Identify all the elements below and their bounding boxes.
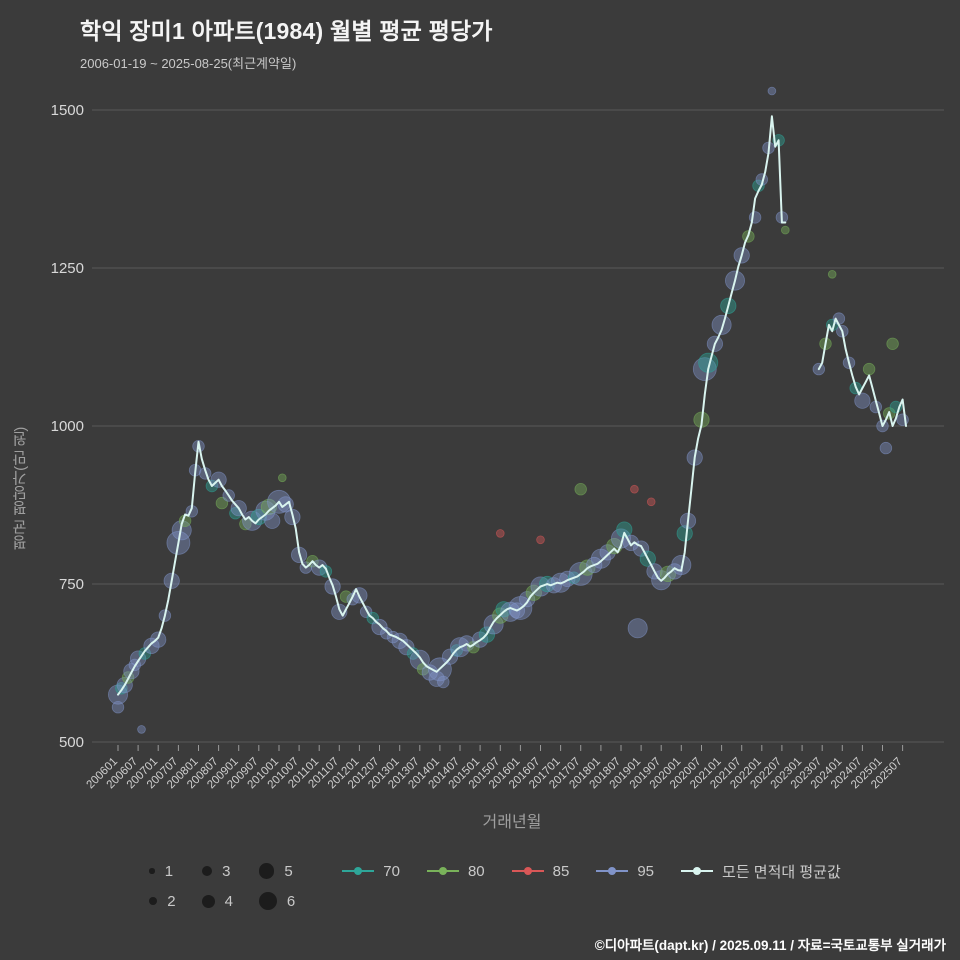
bubble xyxy=(574,483,587,496)
y-tick-label: 1250 xyxy=(51,260,84,277)
size-label: 2 xyxy=(167,892,176,910)
bubble xyxy=(827,269,837,279)
x-axis-title: 거래년월 xyxy=(482,814,542,831)
bubble xyxy=(630,484,639,494)
legend-series: 70 80 85 95 모든 면적대 평균값 xyxy=(341,856,841,886)
series-marker-icon xyxy=(511,867,544,875)
size-dot-icon xyxy=(201,894,215,908)
series-label: 모든 면적대 평균값 xyxy=(722,863,841,881)
legend-size-item-5[interactable]: 5 xyxy=(258,862,295,880)
bubble xyxy=(495,529,505,538)
bubble xyxy=(671,555,692,576)
legend-series-item-70[interactable]: 70 xyxy=(341,863,400,880)
series-marker-icon xyxy=(596,867,629,875)
bubble xyxy=(676,525,693,542)
bubble xyxy=(862,362,876,376)
bubble xyxy=(711,314,732,335)
date-range-subtitle: 2006-01-19 ~ 2025-08-25(최근계약일) xyxy=(80,56,297,71)
legend-size-item-6[interactable]: 6 xyxy=(258,892,296,910)
bubble xyxy=(380,627,393,640)
y-tick-labels: 500 750 1000 1250 1500 xyxy=(51,102,84,751)
series-label: 85 xyxy=(552,862,570,880)
bubble xyxy=(250,508,267,526)
size-dot-icon xyxy=(258,892,277,910)
y-tick-label: 750 xyxy=(59,576,84,593)
price-chart: 500 750 1000 1250 1500 2006012006072007012007… xyxy=(51,86,944,791)
x-axis-ticks: 2006012006072007012007072008012008072009… xyxy=(85,745,905,791)
series-label: 80 xyxy=(467,862,485,880)
bubble xyxy=(646,497,656,507)
size-dot-icon xyxy=(149,897,158,905)
average-line xyxy=(117,115,907,696)
bubble xyxy=(150,631,167,648)
legend-size-item-4[interactable]: 4 xyxy=(201,892,233,910)
series-marker-icon xyxy=(681,867,714,875)
size-dot-icon xyxy=(201,865,213,877)
bubble xyxy=(264,512,281,529)
scatter-bubbles xyxy=(108,86,909,734)
bubble xyxy=(780,225,790,235)
bubble xyxy=(437,675,450,689)
bubble xyxy=(171,520,192,541)
bubble xyxy=(143,637,160,655)
bubble xyxy=(421,664,438,681)
size-label: 1 xyxy=(164,862,174,880)
bubble xyxy=(627,618,648,639)
series-marker-icon xyxy=(426,867,459,875)
y-axis-title: 평균 평당가(만 원) xyxy=(12,426,29,550)
bubble xyxy=(536,535,545,545)
legend-size-item-2[interactable]: 2 xyxy=(149,892,176,910)
bubble xyxy=(398,639,415,656)
size-label: 3 xyxy=(222,862,231,880)
size-label: 6 xyxy=(286,892,296,910)
y-tick-label: 500 xyxy=(59,734,84,751)
bubble xyxy=(111,701,125,714)
bubble xyxy=(616,521,633,538)
bubble xyxy=(277,473,287,483)
legend-series-item-모든 면적대 평균값[interactable]: 모든 면적대 평균값 xyxy=(680,861,841,882)
size-label: 5 xyxy=(284,862,293,880)
bubble xyxy=(854,392,871,409)
size-dot-icon xyxy=(149,868,155,874)
size-label: 4 xyxy=(224,892,233,910)
bubble xyxy=(255,500,276,521)
bubble xyxy=(599,544,616,561)
bubble xyxy=(371,618,388,636)
footer-credit: ©디아파트(dapt.kr) / 2025.09.11 / 자료=국토교통부 실… xyxy=(594,938,946,953)
legend-series-item-95[interactable]: 95 xyxy=(595,863,654,880)
y-tick-label: 1000 xyxy=(51,418,84,435)
series-label: 70 xyxy=(383,862,400,880)
legend-series-item-80[interactable]: 80 xyxy=(426,863,485,880)
gridlines xyxy=(92,109,944,743)
bubble xyxy=(767,86,777,96)
chart-header: 학익 장미1 아파트(1984) 월별 평균 평당가 2006-01-19 ~ … xyxy=(80,12,493,72)
legend-size-item-3[interactable]: 3 xyxy=(201,862,233,880)
size-dot-icon xyxy=(258,863,275,879)
series-label: 95 xyxy=(637,862,655,880)
page-title: 학익 장미1 아파트(1984) 월별 평균 평당가 xyxy=(80,18,493,44)
legend-bubble-sizes: 1 2 3 4 5 6 xyxy=(149,856,295,916)
legend: 1 2 3 4 5 6 70 80 85 95 모든 면적대 평균값 xyxy=(0,856,960,916)
bubble xyxy=(879,441,893,455)
bubble xyxy=(137,725,146,734)
legend-series-item-85[interactable]: 85 xyxy=(511,862,570,880)
series-marker-icon xyxy=(342,867,375,875)
y-tick-label: 1500 xyxy=(51,102,84,119)
legend-size-item-1[interactable]: 1 xyxy=(149,863,175,880)
bubble xyxy=(886,337,899,351)
